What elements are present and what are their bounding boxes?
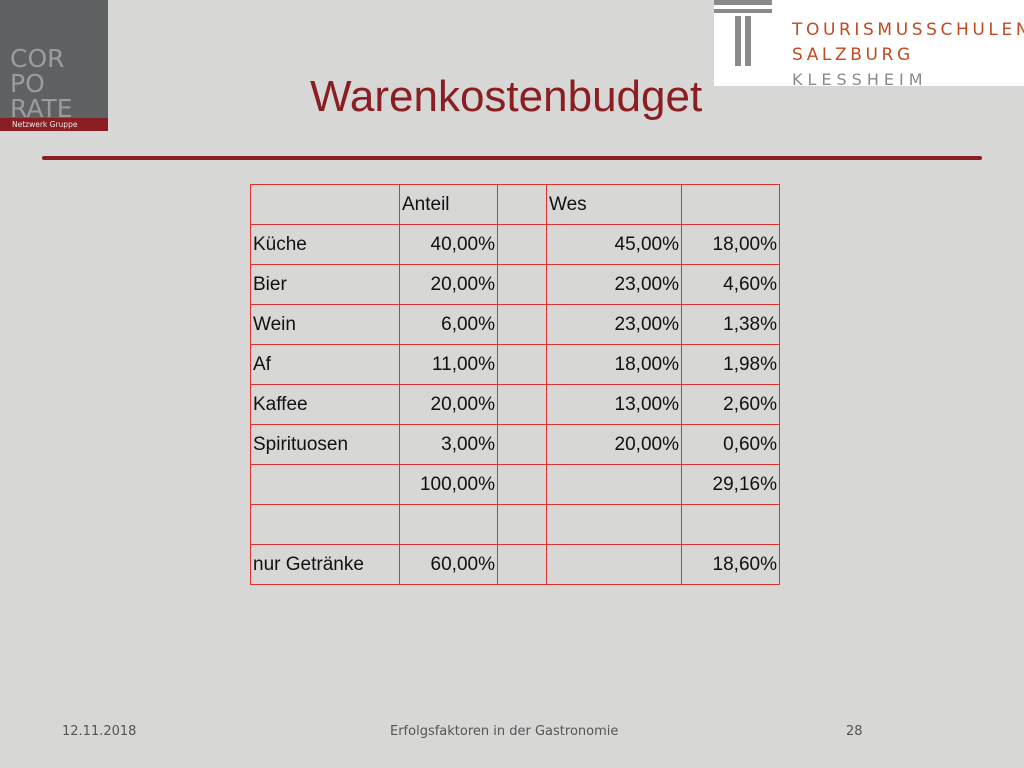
table-row: Wein 6,00% 23,00% 1,38%: [250, 304, 780, 345]
table-cell: [497, 384, 547, 425]
table-cell: 2,60%: [681, 384, 780, 425]
table-cell: [681, 504, 780, 545]
table-cell: nur Getränke: [250, 544, 400, 585]
table-row: Küche 40,00% 45,00% 18,00%: [250, 224, 780, 265]
table-cell: 45,00%: [546, 224, 682, 265]
table-cell: Bier: [250, 264, 400, 305]
table-cell: [497, 264, 547, 305]
header-cell-anteil: Anteil: [399, 184, 498, 225]
table-row: Bier 20,00% 23,00% 4,60%: [250, 264, 780, 305]
table-cell: 20,00%: [399, 384, 498, 425]
header-cell: [250, 184, 400, 225]
table-cell: 18,00%: [681, 224, 780, 265]
school-logo-line-2: SALZBURG: [792, 45, 914, 65]
table-cell: [546, 544, 682, 585]
table-cell: [399, 504, 498, 545]
table-cell: 100,00%: [399, 464, 498, 505]
pillar-icon: [714, 0, 772, 66]
table-cell: 13,00%: [546, 384, 682, 425]
header-cell: [497, 184, 547, 225]
table-cell: 1,38%: [681, 304, 780, 345]
footer-page-number: 28: [846, 724, 863, 739]
corporate-logo: COR PO RATE Netzwerk Gruppe: [0, 0, 108, 131]
table-cell: [497, 544, 547, 585]
title-underline: [42, 156, 982, 160]
table-cell: 40,00%: [399, 224, 498, 265]
table-cell: [250, 504, 400, 545]
table-total-row: 100,00% 29,16%: [250, 464, 780, 505]
header-cell-wes: Wes: [546, 184, 682, 225]
budget-table: Anteil Wes Küche 40,00% 45,00% 18,00% Bi…: [250, 184, 780, 585]
school-logo-line-1: TOURISMUSSCHULEN: [792, 20, 1024, 40]
table-cell: [546, 464, 682, 505]
table-cell: 11,00%: [399, 344, 498, 385]
corporate-logo-line-1: COR: [10, 44, 65, 73]
table-cell: [497, 224, 547, 265]
corporate-logo-line-3: RATE: [10, 94, 73, 123]
table-row: Kaffee 20,00% 13,00% 2,60%: [250, 384, 780, 425]
table-cell: 0,60%: [681, 424, 780, 465]
table-cell: Af: [250, 344, 400, 385]
table-cell: Spirituosen: [250, 424, 400, 465]
page-title: Warenkostenbudget: [310, 72, 703, 121]
table-cell: [497, 464, 547, 505]
table-cell: 1,98%: [681, 344, 780, 385]
table-cell: Wein: [250, 304, 400, 345]
table-cell: 20,00%: [399, 264, 498, 305]
header-cell: [681, 184, 780, 225]
table-cell: [250, 464, 400, 505]
table-cell: 18,00%: [546, 344, 682, 385]
table-cell: 3,00%: [399, 424, 498, 465]
table-cell: [497, 424, 547, 465]
school-logo: TOURISMUSSCHULEN SALZBURG KLESSHEIM: [714, 0, 1024, 89]
footer-title: Erfolgsfaktoren in der Gastronomie: [390, 724, 619, 739]
table-cell: [497, 344, 547, 385]
table-cell: 23,00%: [546, 264, 682, 305]
table-cell: 20,00%: [546, 424, 682, 465]
corporate-logo-line-2: PO: [10, 69, 45, 98]
table-cell: 23,00%: [546, 304, 682, 345]
table-cell: 18,60%: [681, 544, 780, 585]
table-header-row: Anteil Wes: [250, 184, 780, 225]
table-empty-row: [250, 504, 780, 545]
footer-date: 12.11.2018: [62, 724, 137, 739]
table-cell: 4,60%: [681, 264, 780, 305]
table-cell: [546, 504, 682, 545]
table-row: Af 11,00% 18,00% 1,98%: [250, 344, 780, 385]
table-row: nur Getränke 60,00% 18,60%: [250, 544, 780, 585]
table-cell: [497, 304, 547, 345]
corporate-logo-tagline: Netzwerk Gruppe: [12, 120, 78, 129]
table-row: Spirituosen 3,00% 20,00% 0,60%: [250, 424, 780, 465]
school-logo-line-3: KLESSHEIM: [792, 70, 928, 89]
table-cell: Kaffee: [250, 384, 400, 425]
corporate-logo-tagbar: Netzwerk Gruppe: [0, 118, 108, 131]
table-cell: 29,16%: [681, 464, 780, 505]
table-cell: Küche: [250, 224, 400, 265]
table-cell: 6,00%: [399, 304, 498, 345]
table-cell: 60,00%: [399, 544, 498, 585]
table-cell: [497, 504, 547, 545]
